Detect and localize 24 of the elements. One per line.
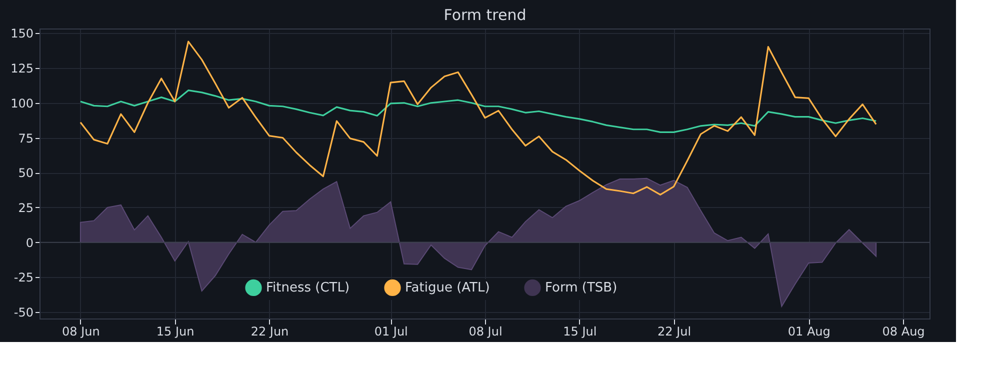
x-tick-label: 01 Aug [788, 324, 830, 338]
y-tick-label: -25 [14, 270, 34, 285]
y-tick-label: 150 [10, 26, 34, 41]
x-tick-label: 08 Jul [468, 324, 502, 338]
x-tick-label: 22 Jul [658, 324, 692, 338]
x-tick-label: 08 Jun [62, 324, 100, 338]
y-tick-label: 0 [26, 236, 34, 250]
y-tick-label: -50 [14, 306, 34, 320]
x-tick-label: 08 Aug [882, 324, 925, 338]
chart-title: Form trend [444, 6, 526, 24]
legend-label: Form (TSB) [545, 280, 618, 296]
y-tick-label: 125 [10, 62, 34, 76]
x-tick-label: 22 Jun [250, 324, 289, 338]
y-tick-label: 75 [18, 131, 34, 146]
x-tick-label: 01 Jul [374, 324, 408, 338]
legend-label: Fatigue (ATL) [405, 280, 490, 296]
line-series [80, 40, 877, 196]
y-tick-label: 50 [18, 166, 34, 180]
y-tick-label: 25 [18, 200, 34, 215]
x-tick-label: 15 Jul [563, 324, 597, 338]
legend-label: Fitness (CTL) [266, 280, 350, 296]
line-series [80, 90, 877, 133]
y-tick-label: 100 [10, 96, 34, 110]
x-tick-label: 15 Jun [156, 324, 194, 338]
